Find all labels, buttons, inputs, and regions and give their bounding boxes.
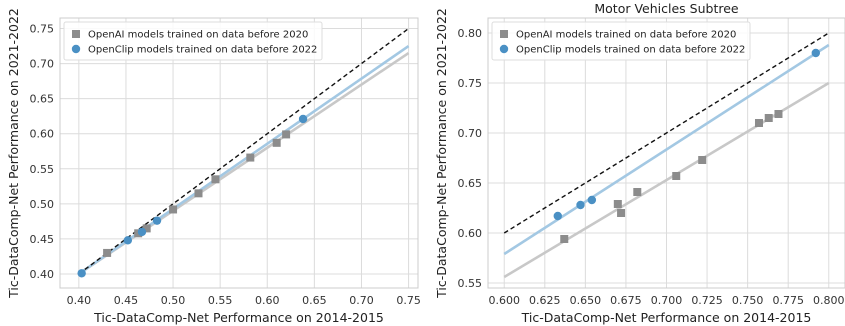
data-point-square — [211, 175, 220, 184]
legend-marker-circle — [71, 44, 81, 54]
x-tick-label: 0.50 — [161, 294, 186, 307]
data-point-square — [672, 172, 681, 180]
reference-line-y-equals-x — [503, 32, 830, 234]
x-axis-label: Tic-DataComp-Net Performance on 2014-201… — [93, 310, 384, 325]
trend-line — [78, 44, 410, 276]
x-tick-label: 0.800 — [813, 294, 845, 307]
data-point-circle — [298, 114, 308, 124]
data-point-circle — [152, 216, 162, 225]
data-point-square — [774, 110, 783, 118]
y-axis-label: Tic-DataComp-Net Performance on 2021-202… — [434, 8, 449, 299]
data-point-square — [282, 130, 291, 139]
y-tick-label: 0.70 — [458, 127, 483, 140]
legend-label: OpenClip models trained on data before 2… — [516, 45, 745, 56]
legend-box — [491, 21, 751, 61]
data-point-square — [103, 248, 112, 257]
data-point-square — [613, 200, 622, 208]
data-point-square — [272, 138, 281, 147]
data-point-square — [194, 189, 203, 198]
y-tick-label: 0.45 — [30, 233, 55, 246]
x-tick-label: 0.75 — [396, 294, 421, 307]
data-point-circle — [77, 269, 86, 278]
x-tick-label: 0.725 — [691, 294, 723, 307]
x-tick-label: 0.600 — [488, 294, 520, 307]
legend-label: OpenClip models trained on data before 2… — [88, 45, 317, 56]
chart-motor-vehicles-subtree: 0.600 0.625 0.650 0.675 0.700 0.725 0.750 0.775… — [434, 1, 845, 325]
data-point-square — [633, 188, 642, 196]
data-point-circle — [553, 211, 562, 221]
legend-box — [63, 21, 323, 61]
data-point-circle — [811, 48, 820, 58]
data-point-square — [698, 156, 707, 164]
data-point-square — [754, 119, 763, 127]
y-tick-label: 0.60 — [458, 227, 483, 240]
reference-line-y-equals-x — [78, 27, 409, 275]
data-point-circle — [576, 200, 585, 210]
chart-title: Motor Vehicles Subtree — [594, 1, 739, 16]
x-tick-label: 0.700 — [651, 294, 683, 307]
x-tick-label: 0.65 — [302, 294, 327, 307]
legend-marker-square — [72, 30, 80, 38]
y-tick-label: 0.75 — [30, 23, 55, 36]
data-point-square — [764, 114, 773, 122]
y-tick-label: 0.55 — [30, 163, 55, 176]
data-point-circle — [587, 195, 597, 205]
data-point-square — [246, 153, 255, 162]
y-tick-label: 0.70 — [30, 58, 55, 71]
chart-left: 0.40 0.45 0.50 0.55 0.60 0.65 0.70 0.75 0.40 0.45… — [6, 8, 421, 325]
data-point-square — [142, 224, 151, 233]
y-tick-label: 0.50 — [30, 198, 55, 211]
y-tick-label: 0.75 — [458, 77, 483, 90]
data-point-circle — [137, 227, 147, 237]
y-tick-label: 0.55 — [458, 277, 483, 290]
x-tick-label: 0.675 — [610, 294, 642, 307]
x-tick-label: 0.70 — [349, 294, 374, 307]
x-axis-label: Tic-DataComp-Net Performance on 2014-201… — [521, 310, 812, 325]
x-tick-label: 0.40 — [67, 294, 92, 307]
y-tick-label: 0.40 — [30, 268, 55, 281]
x-tick-label: 0.60 — [255, 294, 280, 307]
data-point-square — [169, 205, 178, 214]
y-tick-label: 0.65 — [30, 93, 55, 106]
x-tick-label: 0.55 — [208, 294, 233, 307]
legend-label: OpenAI models trained on data before 202… — [516, 30, 736, 41]
y-tick-label: 0.65 — [458, 177, 483, 190]
y-axis-label: Tic-DataComp-Net Performance on 2021-202… — [6, 8, 21, 299]
data-point-circle — [123, 236, 133, 245]
x-tick-label: 0.775 — [772, 294, 804, 307]
legend-marker-square — [500, 30, 508, 38]
legend-label: OpenAI models trained on data before 202… — [88, 30, 308, 41]
legend-marker-circle — [499, 44, 509, 54]
data-point-square — [560, 235, 569, 243]
x-tick-label: 0.750 — [732, 294, 764, 307]
x-tick-label: 0.625 — [529, 294, 561, 307]
plot-frame — [59, 17, 419, 289]
y-tick-label: 0.80 — [458, 27, 483, 40]
plot-frame — [487, 17, 845, 289]
y-tick-label: 0.60 — [30, 128, 55, 141]
data-point-square — [617, 209, 626, 217]
x-tick-label: 0.45 — [114, 294, 139, 307]
x-tick-label: 0.650 — [570, 294, 602, 307]
